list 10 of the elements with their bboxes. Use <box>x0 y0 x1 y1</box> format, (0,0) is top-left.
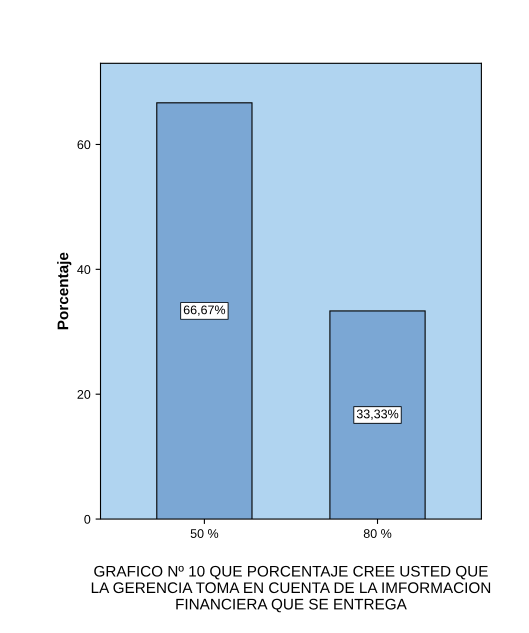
data-label: 66,67% <box>184 305 226 316</box>
y-tick-label: 0 <box>84 514 90 524</box>
x-axis-title: GRAFICO Nº 10 QUE PORCENTAJE CREE USTED QUE LA GERENCIA TOMA EN CUENTA DE LA IMFORMACION FINANCIERA QUE SE ENTREGA <box>92 566 490 612</box>
x-tick-label: 50 % <box>190 529 218 538</box>
x-tick-label: 80 % <box>364 529 392 538</box>
y-axis-title: Porcentaje <box>57 252 72 330</box>
y-tick-label: 20 <box>78 390 90 399</box>
y-tick-label: 60 <box>78 140 90 150</box>
data-label: 33,33% <box>356 410 398 420</box>
y-tick-label: 40 <box>77 265 90 274</box>
